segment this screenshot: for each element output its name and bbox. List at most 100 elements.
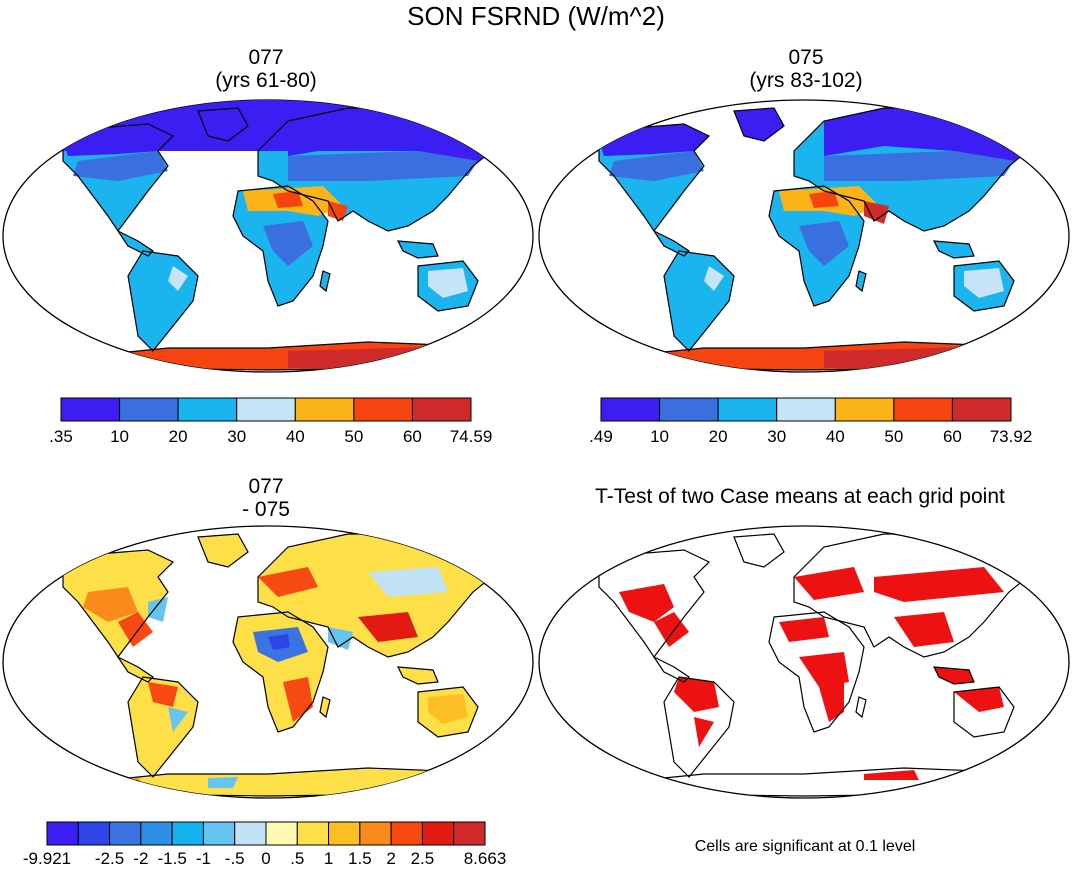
colorbar-swatch — [294, 397, 355, 422]
canada — [73, 151, 168, 181]
south-asia — [358, 612, 418, 642]
bottom-right-title: T-Test of two Case means at each grid po… — [595, 485, 1005, 508]
colorbar-tick-label: 0 — [261, 849, 271, 868]
colorbar-tick-label: -1.5 — [157, 849, 187, 868]
central-africa — [799, 221, 849, 266]
colorbar-tick-label: 2.5 — [410, 849, 435, 868]
colorbar-tick-label: 2 — [386, 849, 396, 868]
colorbar-swatch — [353, 397, 413, 422]
significance-footnote: Cells are significant at 0.1 level — [694, 838, 916, 855]
colorbar-tick-label: 73.92 — [989, 427, 1033, 446]
colorbar-tick-label: 8.663 — [463, 849, 507, 868]
colorbar-swatch — [202, 821, 236, 846]
figure-title: SON FSRND (W/m^2) — [407, 1, 665, 31]
colorbar-tick-label: -2 — [133, 849, 149, 868]
colorbar-top-left — [60, 397, 472, 422]
colorbar-swatch — [177, 397, 238, 422]
colorbar-swatch — [328, 821, 361, 846]
top-left-title-line1: 077 — [248, 46, 284, 69]
colorbar-tick-label: .35 — [49, 427, 73, 446]
brazil-highlands — [704, 266, 724, 291]
colorbar-top-left-labels: .35 10 20 30 40 50 60 74.59 — [49, 427, 492, 448]
colorbar-swatch — [140, 821, 173, 846]
colorbar-swatch — [411, 397, 472, 422]
top-right-title-line1: 075 — [788, 46, 824, 69]
top-left-title: 077 (yrs 61-80) — [66, 46, 466, 92]
colorbar-tick-label: -1 — [195, 849, 211, 868]
greenland — [198, 108, 248, 141]
colorbar-tick-label: 40 — [285, 427, 305, 446]
colorbar-swatch — [46, 821, 79, 846]
colorbar-tick-label: 10 — [110, 427, 130, 446]
southern-brazil — [168, 707, 188, 732]
colorbar-swatch — [77, 821, 111, 846]
colorbar-tick-label: 10 — [650, 427, 670, 446]
top-left-title-line2: (yrs 61-80) — [215, 69, 317, 92]
amazon — [148, 682, 178, 707]
bottom-left-title: 077 - 075 — [66, 475, 466, 521]
colorbar-tick-label: 60 — [402, 427, 422, 446]
colorbar-swatch — [171, 821, 204, 846]
colorbar-tick-label: -.5 — [224, 849, 245, 868]
colorbar-swatch — [236, 397, 296, 422]
colorbar-tick-label: .5 — [290, 849, 305, 868]
western-us — [83, 587, 138, 622]
bottom-left-title-line2: - 075 — [242, 498, 290, 521]
sahel-dark — [268, 634, 290, 650]
colorbar-tick-label: 20 — [168, 427, 188, 446]
australia-interior — [964, 268, 1004, 298]
colorbar-swatch — [776, 397, 836, 422]
sahara-core — [809, 191, 839, 208]
australia — [428, 694, 468, 724]
colorbar-tick-label: .49 — [589, 427, 613, 446]
colorbar-tick-label: 60 — [942, 427, 962, 446]
colorbar-tick-label: -9.921 — [22, 849, 72, 868]
colorbar-tick-label: 50 — [344, 427, 364, 446]
significant-cells — [604, 567, 1004, 792]
arabia-region — [864, 201, 889, 224]
map-bottom-right — [538, 525, 1070, 799]
greenland — [734, 108, 784, 141]
bottom-left-title-line1: 077 — [248, 475, 284, 498]
europe — [258, 567, 318, 597]
colorbar-swatch — [119, 397, 179, 422]
colorbar-swatch — [834, 397, 895, 422]
map-top-right — [538, 99, 1070, 373]
map-top-left — [2, 99, 534, 373]
colorbar-swatch — [893, 397, 953, 422]
colorbar-bottom-left-labels: -9.921 -2.5 -2 -1.5 -1 -.5 0 .5 1 1.5 2 2.5 8.663 — [23, 849, 506, 870]
central-us — [118, 612, 153, 647]
colorbar-top-right — [600, 397, 1012, 422]
siberia — [368, 567, 448, 597]
colorbar-swatch — [296, 821, 330, 846]
colorbar-swatch — [390, 821, 423, 846]
sahara-core — [273, 191, 303, 208]
colorbar-tick-label: 74.59 — [449, 427, 493, 446]
arabia-region — [328, 201, 348, 221]
colorbar-swatch — [453, 821, 486, 846]
colorbar-bottom-left — [46, 821, 486, 846]
colorbar-swatch — [421, 821, 455, 846]
colorbar-tick-label: 50 — [884, 427, 904, 446]
colorbar-tick-label: 40 — [825, 427, 845, 446]
russia — [288, 151, 478, 181]
central-africa — [263, 221, 313, 266]
top-right-title-line2: (yrs 83-102) — [749, 69, 863, 92]
top-right-title: 075 (yrs 83-102) — [606, 46, 1006, 92]
colorbar-swatch — [109, 821, 142, 846]
colorbar-tick-label: 20 — [708, 427, 728, 446]
colorbar-swatch — [600, 397, 661, 422]
colorbar-swatch — [234, 821, 267, 846]
eastern-canada — [148, 597, 168, 622]
colorbar-top-right-labels: .49 10 20 30 40 50 60 73.92 — [589, 427, 1032, 448]
brazil-highlands — [168, 266, 188, 291]
colorbar-tick-label: 1 — [323, 849, 334, 868]
map-bottom-left — [2, 525, 534, 799]
australia-interior — [428, 268, 468, 298]
colorbar-swatch — [951, 397, 1012, 422]
canada — [609, 151, 704, 181]
colorbar-tick-label: -2.5 — [94, 849, 125, 868]
russia — [824, 151, 1014, 181]
colorbar-swatch — [717, 397, 778, 422]
colorbar-swatch — [659, 397, 719, 422]
